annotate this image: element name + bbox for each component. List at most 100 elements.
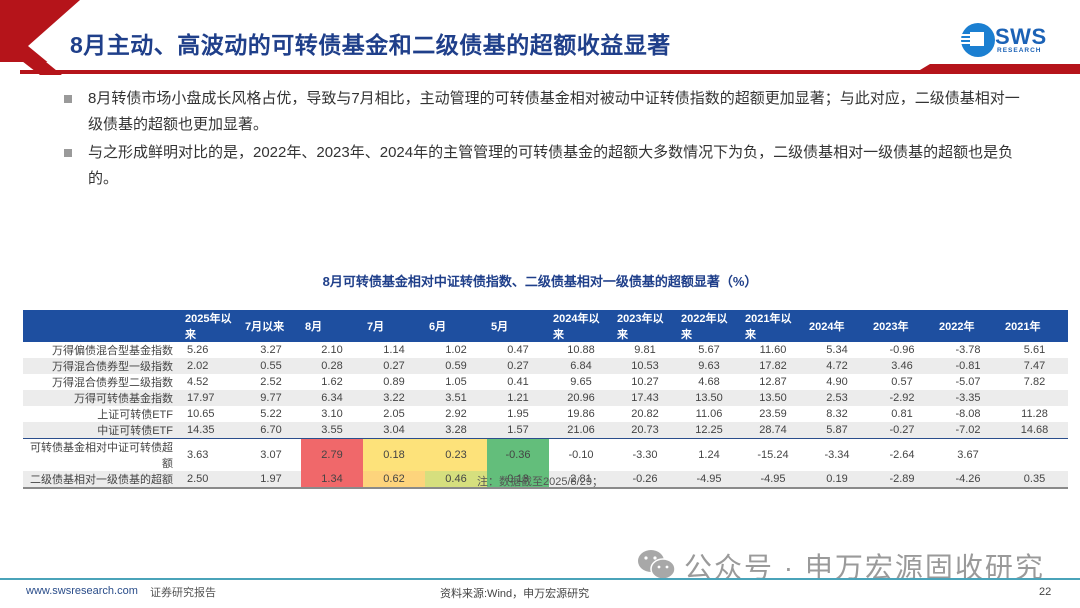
- table-cell: 13.50: [677, 390, 741, 406]
- table-cell: 0.89: [363, 374, 425, 390]
- table-cell: 10.65: [181, 406, 241, 422]
- table-cell: -8.08: [935, 406, 1001, 422]
- table-cell: 7.47: [1001, 358, 1068, 374]
- table-row: 万得偏债混合型基金指数 5.26 3.27 2.10 1.14 1.02 0.47 10.88…: [23, 342, 1068, 358]
- table-cell: [1001, 438, 1068, 471]
- table-cell: 4.68: [677, 374, 741, 390]
- table-cell: 11.60: [741, 342, 805, 358]
- table-cell: 5.26: [181, 342, 241, 358]
- table-cell: 10.53: [613, 358, 677, 374]
- table-cell: 12.25: [677, 422, 741, 439]
- footer-source: 资料来源:Wind，申万宏源研究: [440, 588, 590, 600]
- table-cell: 19.86: [549, 406, 613, 422]
- table-cell: -7.02: [935, 422, 1001, 439]
- table-cell: 10.27: [613, 374, 677, 390]
- table-cell: -0.36: [487, 438, 549, 471]
- table-cell: 5.22: [241, 406, 301, 422]
- row-label: 可转债基金相对中证可转债超额: [23, 438, 181, 471]
- bullet-square-icon: [64, 149, 72, 157]
- table-cell: 20.73: [613, 422, 677, 439]
- table-cell: 3.27: [241, 342, 301, 358]
- bullet-item: 与之形成鲜明对比的是，2022年、2023年、2024年的主管管理的可转债基金的…: [62, 140, 1022, 192]
- table-body: 万得偏债混合型基金指数 5.26 3.27 2.10 1.14 1.02 0.47 10.88…: [23, 342, 1068, 489]
- table-cell: 1.34: [301, 471, 363, 489]
- table-cell: 1.05: [425, 374, 487, 390]
- column-header: 2021年: [1001, 310, 1068, 342]
- table-cell: 0.47: [487, 342, 549, 358]
- sws-logo-icon: [961, 23, 995, 57]
- bullet-list: 8月转债市场小盘成长风格占优，导致与7月相比，主动管理的可转债基金相对被动中证转…: [62, 86, 1022, 194]
- watermark-text: 公众号 · 申万宏源固收研究: [684, 552, 1045, 583]
- table-cell: 1.24: [677, 438, 741, 471]
- table-cell: -2.64: [869, 438, 935, 471]
- column-header: 2022年以来: [677, 310, 741, 342]
- bullet-item: 8月转债市场小盘成长风格占优，导致与7月相比，主动管理的可转债基金相对被动中证转…: [62, 86, 1022, 138]
- table-cell: 13.50: [741, 390, 805, 406]
- table-cell: 6.84: [549, 358, 613, 374]
- table-cell: -15.24: [741, 438, 805, 471]
- header-red-bar: [0, 62, 1080, 74]
- row-label: 上证可转债ETF: [23, 406, 181, 422]
- table-cell: 2.53: [805, 390, 869, 406]
- table-cell: 21.06: [549, 422, 613, 439]
- table-cell: 0.27: [487, 358, 549, 374]
- table-cell: -2.89: [869, 471, 935, 489]
- column-header: 7月: [363, 310, 425, 342]
- table-cell: 0.41: [487, 374, 549, 390]
- bullet-text: 与之形成鲜明对比的是，2022年、2023年、2024年的主管管理的可转债基金的…: [88, 144, 1014, 187]
- table-row: 万得可转债基金指数 17.97 9.77 6.34 3.22 3.51 1.21 20.96 1…: [23, 390, 1068, 406]
- table-row: 可转债基金相对中证可转债超额 3.63 3.07 2.79 0.18 0.23 -0.36-…: [23, 438, 1068, 471]
- footer-label: 证券研究报告: [150, 587, 216, 599]
- table-cell: 0.28: [301, 358, 363, 374]
- table-cell: 0.23: [425, 438, 487, 471]
- table-row: 万得混合债券型一级指数 2.02 0.55 0.28 0.27 0.59 0.27 6.84 1…: [23, 358, 1068, 374]
- table-cell: 0.13: [487, 471, 549, 489]
- bullet-square-icon: [64, 95, 72, 103]
- table-cell: 17.97: [181, 390, 241, 406]
- table-cell: [1001, 390, 1068, 406]
- table-cell: 9.65: [549, 374, 613, 390]
- table-cell: 5.61: [1001, 342, 1068, 358]
- page-number: 22: [1039, 586, 1052, 598]
- table-cell: 1.21: [487, 390, 549, 406]
- row-label: 万得可转债基金指数: [23, 390, 181, 406]
- table-cell: 0.81: [869, 406, 935, 422]
- table-cell: -4.95: [677, 471, 741, 489]
- table-cell: 2.05: [363, 406, 425, 422]
- table-cell: -3.78: [935, 342, 1001, 358]
- table-cell: -0.81: [935, 358, 1001, 374]
- table-cell: 1.62: [301, 374, 363, 390]
- column-header: 2021年以来: [741, 310, 805, 342]
- table-cell: 17.43: [613, 390, 677, 406]
- column-header: [23, 310, 181, 342]
- table-cell: 0.59: [425, 358, 487, 374]
- table-header-row: 2025年以来 7月以来 8月 7月 6月 5月 2024年以来 2023年以来…: [23, 310, 1068, 342]
- table-cell: 3.07: [241, 438, 301, 471]
- table-cell: 3.22: [363, 390, 425, 406]
- bullet-text: 8月转债市场小盘成长风格占优，导致与7月相比，主动管理的可转债基金相对被动中证转…: [88, 90, 1020, 133]
- table-cell: -4.26: [935, 471, 1001, 489]
- table-cell: 2.81: [549, 471, 613, 489]
- excess-return-table: 2025年以来 7月以来 8月 7月 6月 5月 2024年以来 2023年以来…: [23, 310, 1068, 489]
- table-cell: 3.46: [869, 358, 935, 374]
- table-cell: 5.87: [805, 422, 869, 439]
- footer-divider: [0, 578, 1080, 580]
- table-title: 8月可转债基金相对中证转债指数、二级债基相对一级债基的超额显著（%）: [322, 274, 758, 289]
- table-cell: 9.63: [677, 358, 741, 374]
- table-cell: 2.02: [181, 358, 241, 374]
- table-cell: 0.35: [1001, 471, 1068, 489]
- table-cell: 1.57: [487, 422, 549, 439]
- logo-text: SWS: [995, 24, 1047, 49]
- table-cell: -0.10: [549, 438, 613, 471]
- table-cell: 6.34: [301, 390, 363, 406]
- column-header: 2023年: [869, 310, 935, 342]
- table-cell: 0.46: [425, 471, 487, 489]
- table-cell: 1.02: [425, 342, 487, 358]
- row-label: 万得混合债券型二级指数: [23, 374, 181, 390]
- table-cell: 3.51: [425, 390, 487, 406]
- table-cell: 11.28: [1001, 406, 1068, 422]
- table-cell: 4.90: [805, 374, 869, 390]
- table-cell: 23.59: [741, 406, 805, 422]
- footer-website-link[interactable]: www.swsresearch.com: [26, 585, 138, 597]
- table-cell: -3.34: [805, 438, 869, 471]
